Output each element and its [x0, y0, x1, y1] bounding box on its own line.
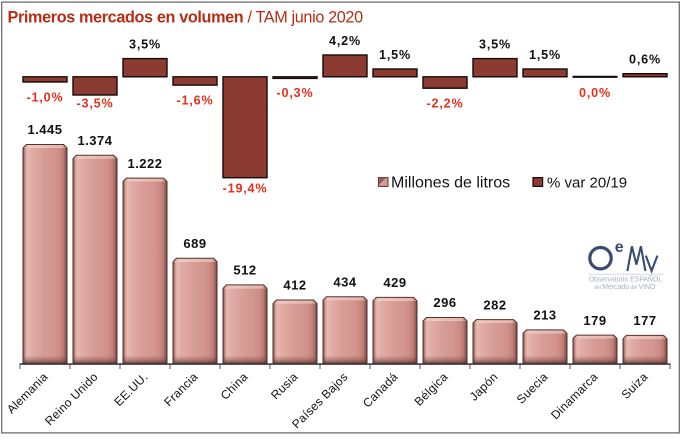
svg-text:4,2%: 4,2%: [329, 34, 361, 48]
svg-text:-2,2%: -2,2%: [427, 97, 464, 111]
svg-text:0,0%: 0,0%: [579, 86, 611, 100]
svg-text:412: 412: [283, 278, 306, 293]
svg-text:-1,0%: -1,0%: [27, 90, 64, 104]
svg-text:213: 213: [533, 308, 556, 323]
svg-text:Primeros mercados en volumen /: Primeros mercados en volumen / TAM junio…: [8, 8, 364, 26]
svg-text:179: 179: [583, 313, 606, 328]
svg-text:Millones de litros: Millones de litros: [391, 174, 510, 191]
svg-text:429: 429: [383, 275, 406, 290]
svg-text:177: 177: [633, 313, 656, 328]
svg-text:689: 689: [183, 236, 206, 251]
svg-text:1,5%: 1,5%: [379, 48, 411, 62]
svg-text:1,5%: 1,5%: [529, 48, 561, 62]
svg-text:1.374: 1.374: [77, 133, 112, 148]
svg-text:1.445: 1.445: [27, 122, 62, 137]
svg-text:296: 296: [433, 295, 456, 310]
svg-text:0,6%: 0,6%: [629, 53, 661, 67]
svg-text:e: e: [615, 239, 624, 256]
svg-text:-1,6%: -1,6%: [177, 93, 214, 107]
svg-text:-19,4%: -19,4%: [223, 181, 268, 195]
svg-text:% var 20/19: % var 20/19: [547, 174, 627, 191]
svg-text:434: 434: [333, 274, 356, 289]
svg-text:3,5%: 3,5%: [479, 37, 511, 51]
svg-text:del Mercado del VINO: del Mercado del VINO: [594, 284, 656, 291]
svg-text:3,5%: 3,5%: [129, 37, 161, 51]
svg-text:-3,5%: -3,5%: [77, 96, 114, 110]
svg-text:1.222: 1.222: [127, 156, 162, 171]
svg-text:Observatorio ESPAÑOL: Observatorio ESPAÑOL: [589, 274, 663, 283]
svg-text:512: 512: [233, 263, 256, 278]
svg-text:282: 282: [483, 297, 506, 312]
svg-text:-0,3%: -0,3%: [277, 86, 314, 100]
